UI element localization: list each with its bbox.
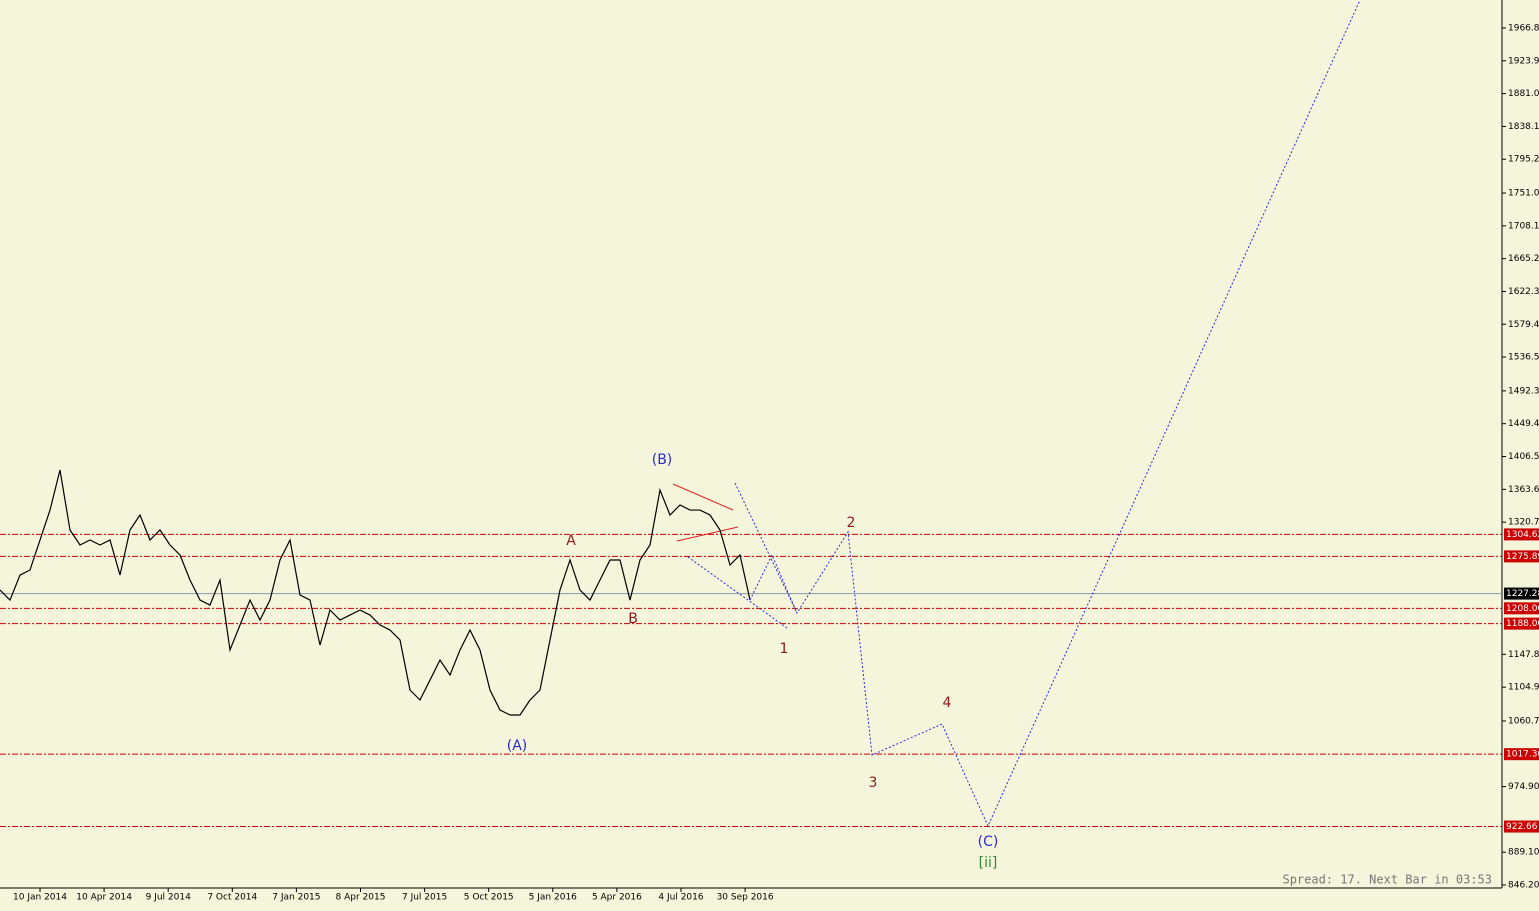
y-tick-label: 1665.20 [1508,254,1539,264]
status-text: Spread: 17. Next Bar in 03:53 [1282,873,1492,887]
x-tick-label: 5 Oct 2015 [464,893,514,903]
level-label: 1227.28 [1506,589,1539,599]
y-tick-label: 1923.90 [1508,56,1539,66]
x-tick-label: 7 Jan 2015 [272,893,320,903]
channel-line [687,556,788,629]
x-tick-label: 5 Jan 2016 [529,893,577,903]
trendline [676,526,739,542]
y-tick-label: 1751.00 [1508,189,1539,199]
level-box [1504,748,1539,761]
wave-label: (B) [652,452,673,468]
y-tick-label: 1492.30 [1508,386,1539,396]
level-label: 922.66 [1506,822,1538,832]
wave-label: 1 [780,641,789,657]
y-tick-label: 1147.80 [1508,650,1539,660]
level-box [1504,820,1539,833]
x-tick-label: 4 Jul 2016 [658,893,703,903]
level-box [1504,550,1539,563]
level-label: 1208.00 [1506,604,1539,614]
x-tick-label: 30 Sep 2016 [717,893,774,903]
y-tick-label: 1966.80 [1508,23,1539,33]
wave-label: 2 [847,515,856,531]
x-tick-label: 7 Jul 2015 [402,893,447,903]
y-tick-label: 889.10 [1508,848,1539,858]
x-tick-label: 5 Apr 2016 [592,893,642,903]
projection-line [749,0,1361,828]
level-label: 1017.30 [1506,750,1539,760]
level-box [1504,528,1539,541]
x-tick-label: 9 Jul 2014 [146,893,191,903]
x-tick-label: 8 Apr 2015 [336,893,386,903]
level-box [1504,602,1539,615]
y-tick-label: 1363.60 [1508,485,1539,495]
y-tick-label: 1881.00 [1508,89,1539,99]
y-tick-label: 974.90 [1508,782,1539,792]
wave-label: (A) [507,738,528,754]
trendline [672,483,734,511]
level-box [1504,587,1539,600]
y-tick-label: 1060.70 [1508,716,1539,726]
x-tick-label: 10 Jan 2014 [13,893,67,903]
wave-label: (C) [978,834,999,850]
y-tick-label: 1708.10 [1508,221,1539,231]
level-label: 1275.89 [1506,552,1539,562]
y-tick-label: 1406.50 [1508,452,1539,462]
wave-label: [ii] [979,855,998,871]
x-tick-label: 10 Apr 2014 [76,893,132,903]
price-line [0,469,751,716]
y-tick-label: 846.20 [1508,881,1539,891]
y-tick-label: 1579.40 [1508,320,1539,330]
level-box [1504,617,1539,630]
wave-label: A [566,533,576,549]
y-tick-label: 1104.90 [1508,683,1539,693]
y-tick-label: 1838.10 [1508,122,1539,132]
wave-label: 3 [869,775,878,791]
y-tick-label: 1449.40 [1508,419,1539,429]
x-tick-label: 7 Oct 2014 [207,893,257,903]
level-label: 1304.62 [1506,530,1539,540]
wave-label: 4 [943,695,952,711]
y-tick-label: 1795.20 [1508,155,1539,165]
level-label: 1188.00 [1506,619,1539,629]
y-tick-label: 1536.50 [1508,353,1539,363]
y-tick-label: 1622.30 [1508,287,1539,297]
wave-label: B [628,611,638,627]
y-tick-label: 1320.70 [1508,518,1539,528]
channel-line [734,482,798,614]
